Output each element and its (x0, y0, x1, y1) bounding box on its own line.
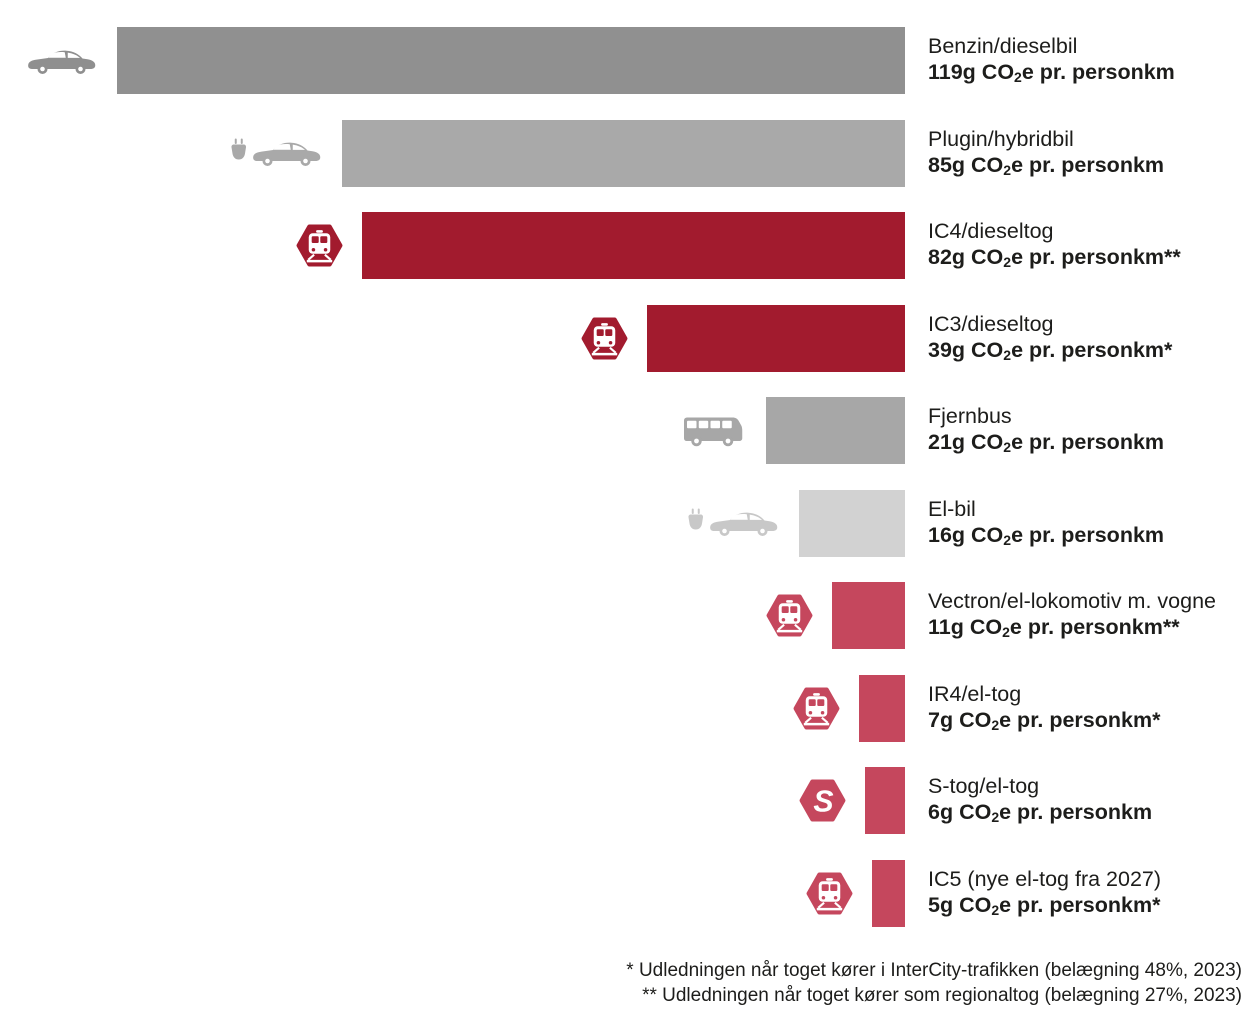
bar-area: S (0, 304, 905, 372)
co2-subscript: 2 (1003, 161, 1012, 178)
row-icon: S (679, 414, 747, 447)
bar (362, 212, 905, 279)
row-label-block: Vectron/el-lokomotiv m. vogne 11g CO2e p… (928, 582, 1216, 649)
row-value: 6g CO2e pr. personkm (928, 800, 1153, 825)
row-label: Fjernbus (928, 404, 1012, 428)
bar-area: S (0, 767, 905, 834)
row-label: IR4/el-tog (928, 681, 1022, 706)
bar-area: S (0, 859, 905, 927)
row-label: S-tog/el-tog (928, 774, 1040, 798)
bar-area: S (0, 489, 905, 557)
s-badge-icon: S (799, 779, 846, 822)
co2-subscript: 2 (1014, 69, 1022, 85)
row-icon: S (766, 594, 813, 637)
co2-subscript: 2 (1003, 531, 1012, 548)
row-value: 82g CO2e pr. personkm** (928, 245, 1181, 270)
bar (872, 859, 905, 927)
car-icon (28, 50, 96, 74)
row-icon: S (296, 224, 343, 267)
row-value: 5g CO2e pr. personkm* (928, 892, 1161, 918)
train-badge-icon (296, 224, 343, 267)
chart-row: S Vectron/el-lokomotiv m. vogne 11g CO2e… (0, 582, 1254, 675)
bar (799, 489, 905, 557)
chart-row: S IC3/dieseltog 39g CO2e pr. personkm* (0, 304, 1254, 398)
bar-area: S (0, 212, 905, 279)
footnote: ** Udledningen når toget kører som regio… (642, 985, 1242, 1006)
row-label-block: Plugin/hybridbil 85g CO2e pr. personkm (928, 120, 1164, 187)
row-label: Vectron/el-lokomotiv m. vogne (928, 589, 1216, 613)
chart-row: S El-bil 16g CO2e pr. personkm (0, 489, 1254, 583)
bar (859, 674, 905, 742)
footnotes: * Udledningen når toget kører i InterCit… (0, 958, 1254, 1008)
row-label: IC3/dieseltog (928, 311, 1054, 336)
bus-icon (684, 417, 743, 447)
bar-area: S (0, 582, 905, 649)
row-label: El-bil (928, 496, 976, 521)
svg-text:S: S (813, 785, 833, 818)
chart-row: S Benzin/dieselbil 119g CO2e pr. personk… (0, 27, 1254, 120)
plug-car-icon (231, 138, 321, 166)
bar-area: S (0, 119, 905, 187)
row-label: IC5 (nye el-tog fra 2027) (928, 866, 1162, 891)
co2-subscript: 2 (991, 716, 1000, 733)
train-badge-icon (793, 686, 840, 730)
row-label-block: IC5 (nye el-tog fra 2027) 5g CO2e pr. pe… (928, 860, 1161, 927)
row-value: 7g CO2e pr. personkm* (928, 707, 1161, 733)
row-value: 11g CO2e pr. personkm** (928, 615, 1180, 640)
row-icon: S (806, 871, 853, 915)
row-icon: S (793, 686, 840, 730)
train-badge-icon (766, 594, 813, 637)
chart-row: S IC5 (nye el-tog fra 2027) 5g CO2e pr. … (0, 859, 1254, 953)
bar-chart: S Benzin/dieselbil 119g CO2e pr. personk… (0, 27, 1254, 953)
bar (865, 767, 905, 834)
row-label-block: Benzin/dieselbil 119g CO2e pr. personkm (928, 27, 1175, 94)
bar-area: S (0, 674, 905, 742)
row-icon: S (581, 316, 628, 360)
chart-row: S Plugin/hybridbil 85g CO2e pr. personkm (0, 119, 1254, 213)
row-label-block: IR4/el-tog 7g CO2e pr. personkm* (928, 675, 1160, 742)
bar (832, 582, 905, 649)
row-label-block: IC4/dieseltog 82g CO2e pr. personkm** (928, 212, 1181, 279)
row-value: 39g CO2e pr. personkm* (928, 337, 1173, 363)
plug-car-icon (688, 508, 778, 536)
train-badge-icon (581, 316, 628, 360)
row-label-block: El-bil 16g CO2e pr. personkm (928, 490, 1164, 557)
co2-subscript: 2 (1002, 624, 1010, 640)
row-icon: S (26, 46, 98, 76)
train-badge-icon (806, 871, 853, 915)
row-value: 119g CO2e pr. personkm (928, 60, 1175, 85)
bar (647, 304, 905, 372)
bar-area: S (0, 397, 905, 464)
bar (342, 119, 905, 187)
chart-row: S S-tog/el-tog 6g CO2e pr. personkm (0, 767, 1254, 860)
row-label-block: S-tog/el-tog 6g CO2e pr. personkm (928, 767, 1152, 834)
chart-row: S Fjernbus 21g CO2e pr. personkm (0, 397, 1254, 490)
row-value: 16g CO2e pr. personkm (928, 522, 1165, 548)
co2-subscript: 2 (991, 809, 1000, 825)
row-label-block: IC3/dieseltog 39g CO2e pr. personkm* (928, 305, 1172, 372)
chart-row: S IR4/el-tog 7g CO2e pr. personkm* (0, 674, 1254, 768)
row-label-block: Fjernbus 21g CO2e pr. personkm (928, 397, 1164, 464)
row-label: Benzin/dieselbil (928, 34, 1078, 58)
co2-subscript: 2 (1003, 439, 1012, 455)
row-label: IC4/dieseltog (928, 219, 1054, 243)
bar (117, 27, 905, 94)
row-icon: S (799, 779, 846, 822)
co2-subscript: 2 (1003, 254, 1012, 270)
co2-subscript: 2 (991, 901, 1000, 918)
bar (766, 397, 905, 464)
footnote: * Udledningen når toget kører i InterCit… (626, 960, 1242, 981)
row-icon: S (687, 508, 780, 538)
row-label: Plugin/hybridbil (928, 126, 1074, 151)
co2-subscript: 2 (1003, 346, 1012, 363)
bar-area: S (0, 27, 905, 94)
chart-row: S IC4/dieseltog 82g CO2e pr. personkm** (0, 212, 1254, 305)
row-value: 21g CO2e pr. personkm (928, 430, 1165, 455)
row-icon: S (230, 138, 323, 168)
row-value: 85g CO2e pr. personkm (928, 152, 1165, 178)
